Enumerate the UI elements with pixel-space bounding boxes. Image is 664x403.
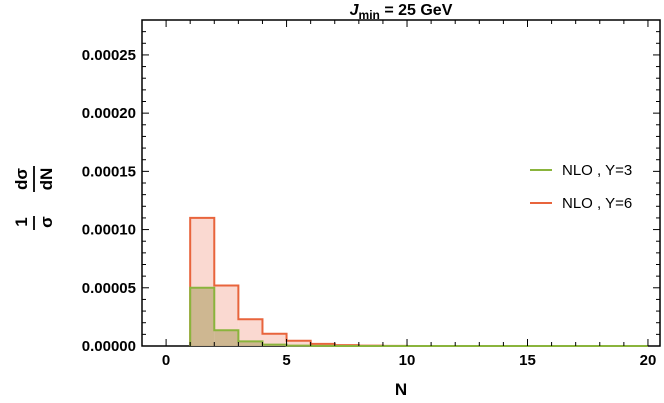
legend: NLO , Y=3 NLO , Y=6 [530, 162, 632, 212]
chart-title: Jmin = 25 GeV [350, 2, 453, 22]
legend-label-y6: NLO , Y=6 [562, 195, 632, 212]
title-subscript: min [359, 8, 380, 22]
histogram-bin-fill [190, 287, 215, 346]
x-tick-labels: 0 5 10 15 20 [162, 352, 656, 369]
x-axis-label: N [395, 380, 407, 399]
histogram-bin-fill [238, 341, 263, 346]
y-tick-label: 0.00015 [82, 163, 136, 180]
histogram-marks [189, 216, 648, 347]
y-tick-label: 0.00020 [82, 105, 136, 122]
x-tick-label: 15 [519, 352, 536, 369]
series-0 [189, 216, 648, 347]
x-tick-label: 5 [282, 352, 290, 369]
histogram-bin-fill [286, 340, 311, 346]
x-tick-label: 10 [399, 352, 416, 369]
y-tick-label: 0.00010 [82, 222, 136, 239]
histogram-bin-fill [262, 333, 287, 346]
x-tick-label: 20 [640, 352, 657, 369]
y-label-den-right: dN [37, 168, 56, 191]
y-tick-label: 0.00005 [82, 280, 136, 297]
y-label-den-left: σ [37, 216, 56, 228]
y-tick-labels: 0.00000 0.00005 0.00010 0.00015 0.00020 0.000… [82, 47, 136, 355]
y-tick-label: 0.00025 [82, 47, 136, 64]
y-axis-label: 1 dσ σ dN [12, 166, 56, 230]
x-tick-label: 0 [162, 352, 170, 369]
y-label-num-left: 1 [12, 217, 31, 226]
y-label-num-right: dσ [12, 168, 31, 190]
y-tick-label: 0.00000 [82, 338, 136, 355]
title-rest: = 25 GeV [380, 2, 453, 19]
axis-ticks [141, 19, 660, 347]
title-main: J [350, 2, 360, 19]
legend-label-y3: NLO , Y=3 [562, 162, 632, 179]
histogram-bin-fill [214, 330, 239, 346]
